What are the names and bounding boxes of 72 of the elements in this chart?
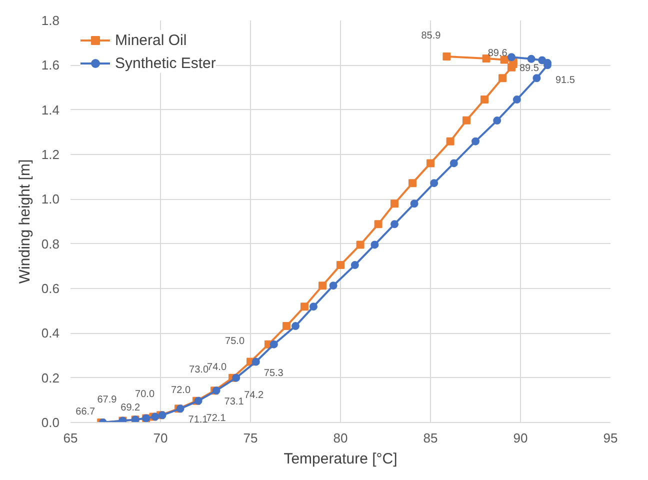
annotation: 89.6 [488,48,508,60]
point [232,374,240,382]
point [462,116,470,124]
annotation: 70.0 [135,389,155,400]
annotation: 72.0 [171,384,191,396]
x-tick-label: 75 [243,430,258,446]
point [292,322,300,330]
x-tick-label: 90 [513,430,528,446]
y-tick-label: 0.4 [41,326,60,341]
y-tick-label: 1.2 [41,147,60,162]
point [532,74,541,82]
y-axis-title: Winding height [m] [16,159,34,284]
point [500,56,508,64]
annotation: 74.0 [207,362,227,373]
x-axis-title: Temperature [°C] [284,450,398,468]
point [252,358,260,366]
annotation: 67.9 [97,394,118,406]
y-tick-label: 0.0 [41,415,60,430]
x-tick-label: 80 [333,430,348,446]
point [329,282,338,290]
annotation: 75.0 [225,336,245,347]
x-tick-label: 65 [63,430,78,446]
point [450,159,458,168]
y-tick-label: 1.6 [41,58,60,73]
annotation: 69.2 [120,402,141,414]
point [350,261,359,270]
legend-label: Synthetic Ester [115,54,216,72]
y-tick-label: 0.2 [41,370,60,386]
point [442,52,451,60]
point [336,261,344,270]
annotation: 91.5 [556,74,576,86]
point [498,74,506,82]
annotation: 71.1 [188,414,208,426]
x-tick-label: 95 [603,430,618,446]
point [446,137,454,146]
point [538,56,546,64]
point [527,54,536,63]
annotation: 74.2 [244,390,264,401]
point [472,137,480,146]
annotation: 72.1 [206,412,226,424]
x-tick-label: 70 [153,430,168,446]
annotation: 89.5 [520,63,540,74]
y-tick-label: 1.4 [41,102,60,118]
point [410,200,418,208]
y-tick-label: 1.0 [41,192,60,207]
point [512,96,521,104]
point [493,116,502,125]
legend-label: Mineral Oil [115,32,187,48]
annotation: 85.9 [421,30,442,42]
point [318,282,326,290]
y-tick-label: 1.8 [41,13,60,28]
annotation: 73.0 [189,364,209,376]
point [390,220,398,228]
point [370,240,379,249]
y-tick-label: 0.6 [41,281,60,296]
point [426,159,434,168]
point [508,53,516,62]
point [310,302,318,311]
point [300,302,308,311]
point [390,200,398,208]
point [408,179,416,188]
x-tick-label: 85 [423,430,438,446]
y-tick-label: 0.8 [41,236,60,252]
annotation: 66.7 [76,406,96,418]
point [356,240,364,249]
point [270,340,278,348]
point [480,96,488,104]
point [430,179,438,188]
annotation: 73.1 [224,396,244,408]
point [282,322,290,330]
annotation: 75.3 [264,368,284,379]
point [374,220,382,228]
